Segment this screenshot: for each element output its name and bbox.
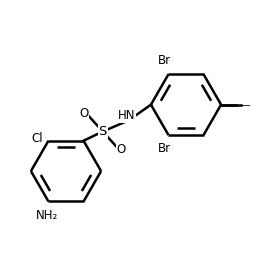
Text: HN: HN	[118, 110, 136, 122]
Text: —: —	[240, 100, 250, 110]
Text: O: O	[116, 144, 126, 156]
Text: Cl: Cl	[31, 132, 43, 145]
Text: O: O	[80, 106, 89, 120]
Text: Br: Br	[158, 54, 171, 67]
Text: Br: Br	[158, 142, 171, 155]
Text: NH₂: NH₂	[36, 209, 58, 222]
Text: S: S	[99, 125, 107, 138]
